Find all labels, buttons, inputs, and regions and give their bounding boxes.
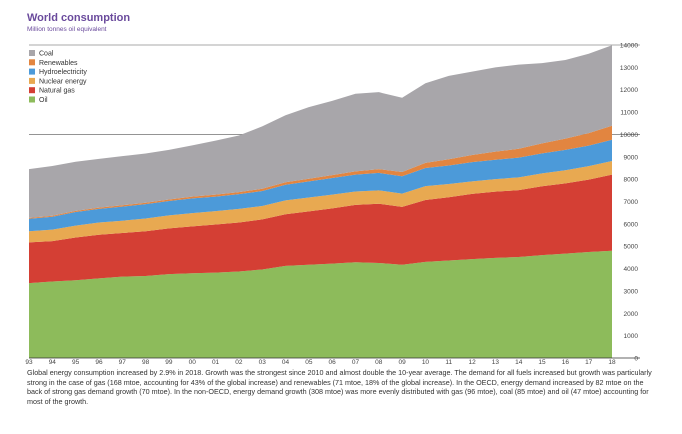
x-tick-label: 14	[515, 359, 523, 366]
legend-item: Hydroelectricity	[29, 68, 87, 76]
x-tick-label: 10	[422, 359, 430, 366]
x-tick-label: 02	[235, 359, 243, 366]
legend: Coal Renewables Hydroelectricity Nuclear en…	[29, 50, 87, 104]
chart-title: World consumption	[27, 12, 131, 24]
y-tick-label: 5000	[624, 244, 639, 251]
legend-swatch	[29, 59, 35, 66]
x-tick-label: 13	[492, 359, 500, 366]
y-tick-label: 2000	[624, 311, 639, 318]
legend-label: Oil	[39, 97, 48, 104]
legend-label: Hydroelectricity	[39, 69, 87, 76]
y-tick-label: 10000	[620, 132, 638, 139]
legend-item: Natural gas	[29, 87, 75, 95]
legend-label: Renewables	[39, 60, 78, 67]
y-tick-label: 8000	[624, 177, 639, 184]
x-tick-label: 15	[538, 359, 546, 366]
legend-label: Coal	[39, 51, 54, 58]
y-tick-label: 3000	[624, 288, 639, 295]
series-areas	[29, 45, 612, 358]
x-tick-labels: 93 94 95 96 97 98 99 00 01 02 03 04 05 06 07 08 09 10 11 12…	[25, 359, 616, 366]
y-tick-labels: 0 1000 2000 3000 4000 5000 6000 7000 8000 9000 100…	[620, 43, 638, 363]
series-area-coal	[29, 45, 612, 218]
x-tick-label: 16	[562, 359, 570, 366]
x-tick-label: 05	[305, 359, 313, 366]
legend-swatch	[29, 96, 35, 103]
x-tick-label: 07	[352, 359, 360, 366]
y-tick-label: 12000	[620, 87, 638, 94]
x-tick-label: 18	[608, 359, 616, 366]
y-tick-label: 6000	[624, 221, 639, 228]
x-tick-label: 98	[142, 359, 150, 366]
y-tick-label: 11000	[620, 110, 638, 117]
chart-caption: Global energy consumption increased by 2…	[27, 368, 652, 406]
x-tick-label: 01	[212, 359, 220, 366]
x-tick-label: 11	[445, 359, 452, 366]
x-tick-label: 94	[49, 359, 57, 366]
x-tick-label: 99	[165, 359, 173, 366]
x-tick-label: 08	[375, 359, 383, 366]
y-tick-label: 13000	[620, 65, 638, 72]
x-tick-label: 06	[329, 359, 337, 366]
legend-item: Oil	[29, 96, 48, 104]
chart-subtitle: Million tonnes oil equivalent	[27, 26, 107, 33]
x-tick-label: 93	[25, 359, 33, 366]
x-tick-label: 04	[282, 359, 290, 366]
legend-label: Natural gas	[39, 88, 75, 95]
y-tick-label: 0	[634, 356, 638, 363]
x-tick-label: 03	[259, 359, 267, 366]
series-area-hydroelectricity	[29, 139, 612, 232]
x-tick-label: 95	[72, 359, 80, 366]
x-tick-label: 97	[119, 359, 127, 366]
y-tick-label: 4000	[624, 266, 639, 273]
legend-swatch	[29, 68, 35, 75]
y-tick-label: 9000	[624, 154, 639, 161]
x-tick-label: 96	[95, 359, 103, 366]
legend-item: Nuclear energy	[29, 77, 87, 85]
y-tick-label: 1000	[624, 333, 639, 340]
series-area-nuclear-energy	[29, 161, 612, 243]
series-area-renewables	[29, 125, 612, 219]
x-tick-label: 12	[468, 359, 476, 366]
y-tick-label: 7000	[624, 199, 639, 206]
legend-item: Renewables	[29, 59, 78, 67]
y-tick-label: 14000	[620, 43, 638, 50]
x-tick-label: 00	[189, 359, 197, 366]
legend-swatch	[29, 50, 35, 56]
series-area-natural-gas	[29, 174, 612, 284]
x-tick-label: 17	[585, 359, 593, 366]
legend-item: Coal	[29, 50, 54, 58]
legend-label: Nuclear energy	[39, 78, 87, 85]
legend-swatch	[29, 87, 35, 94]
x-tick-label: 09	[399, 359, 407, 366]
series-area-oil	[29, 250, 612, 358]
legend-swatch	[29, 77, 35, 84]
